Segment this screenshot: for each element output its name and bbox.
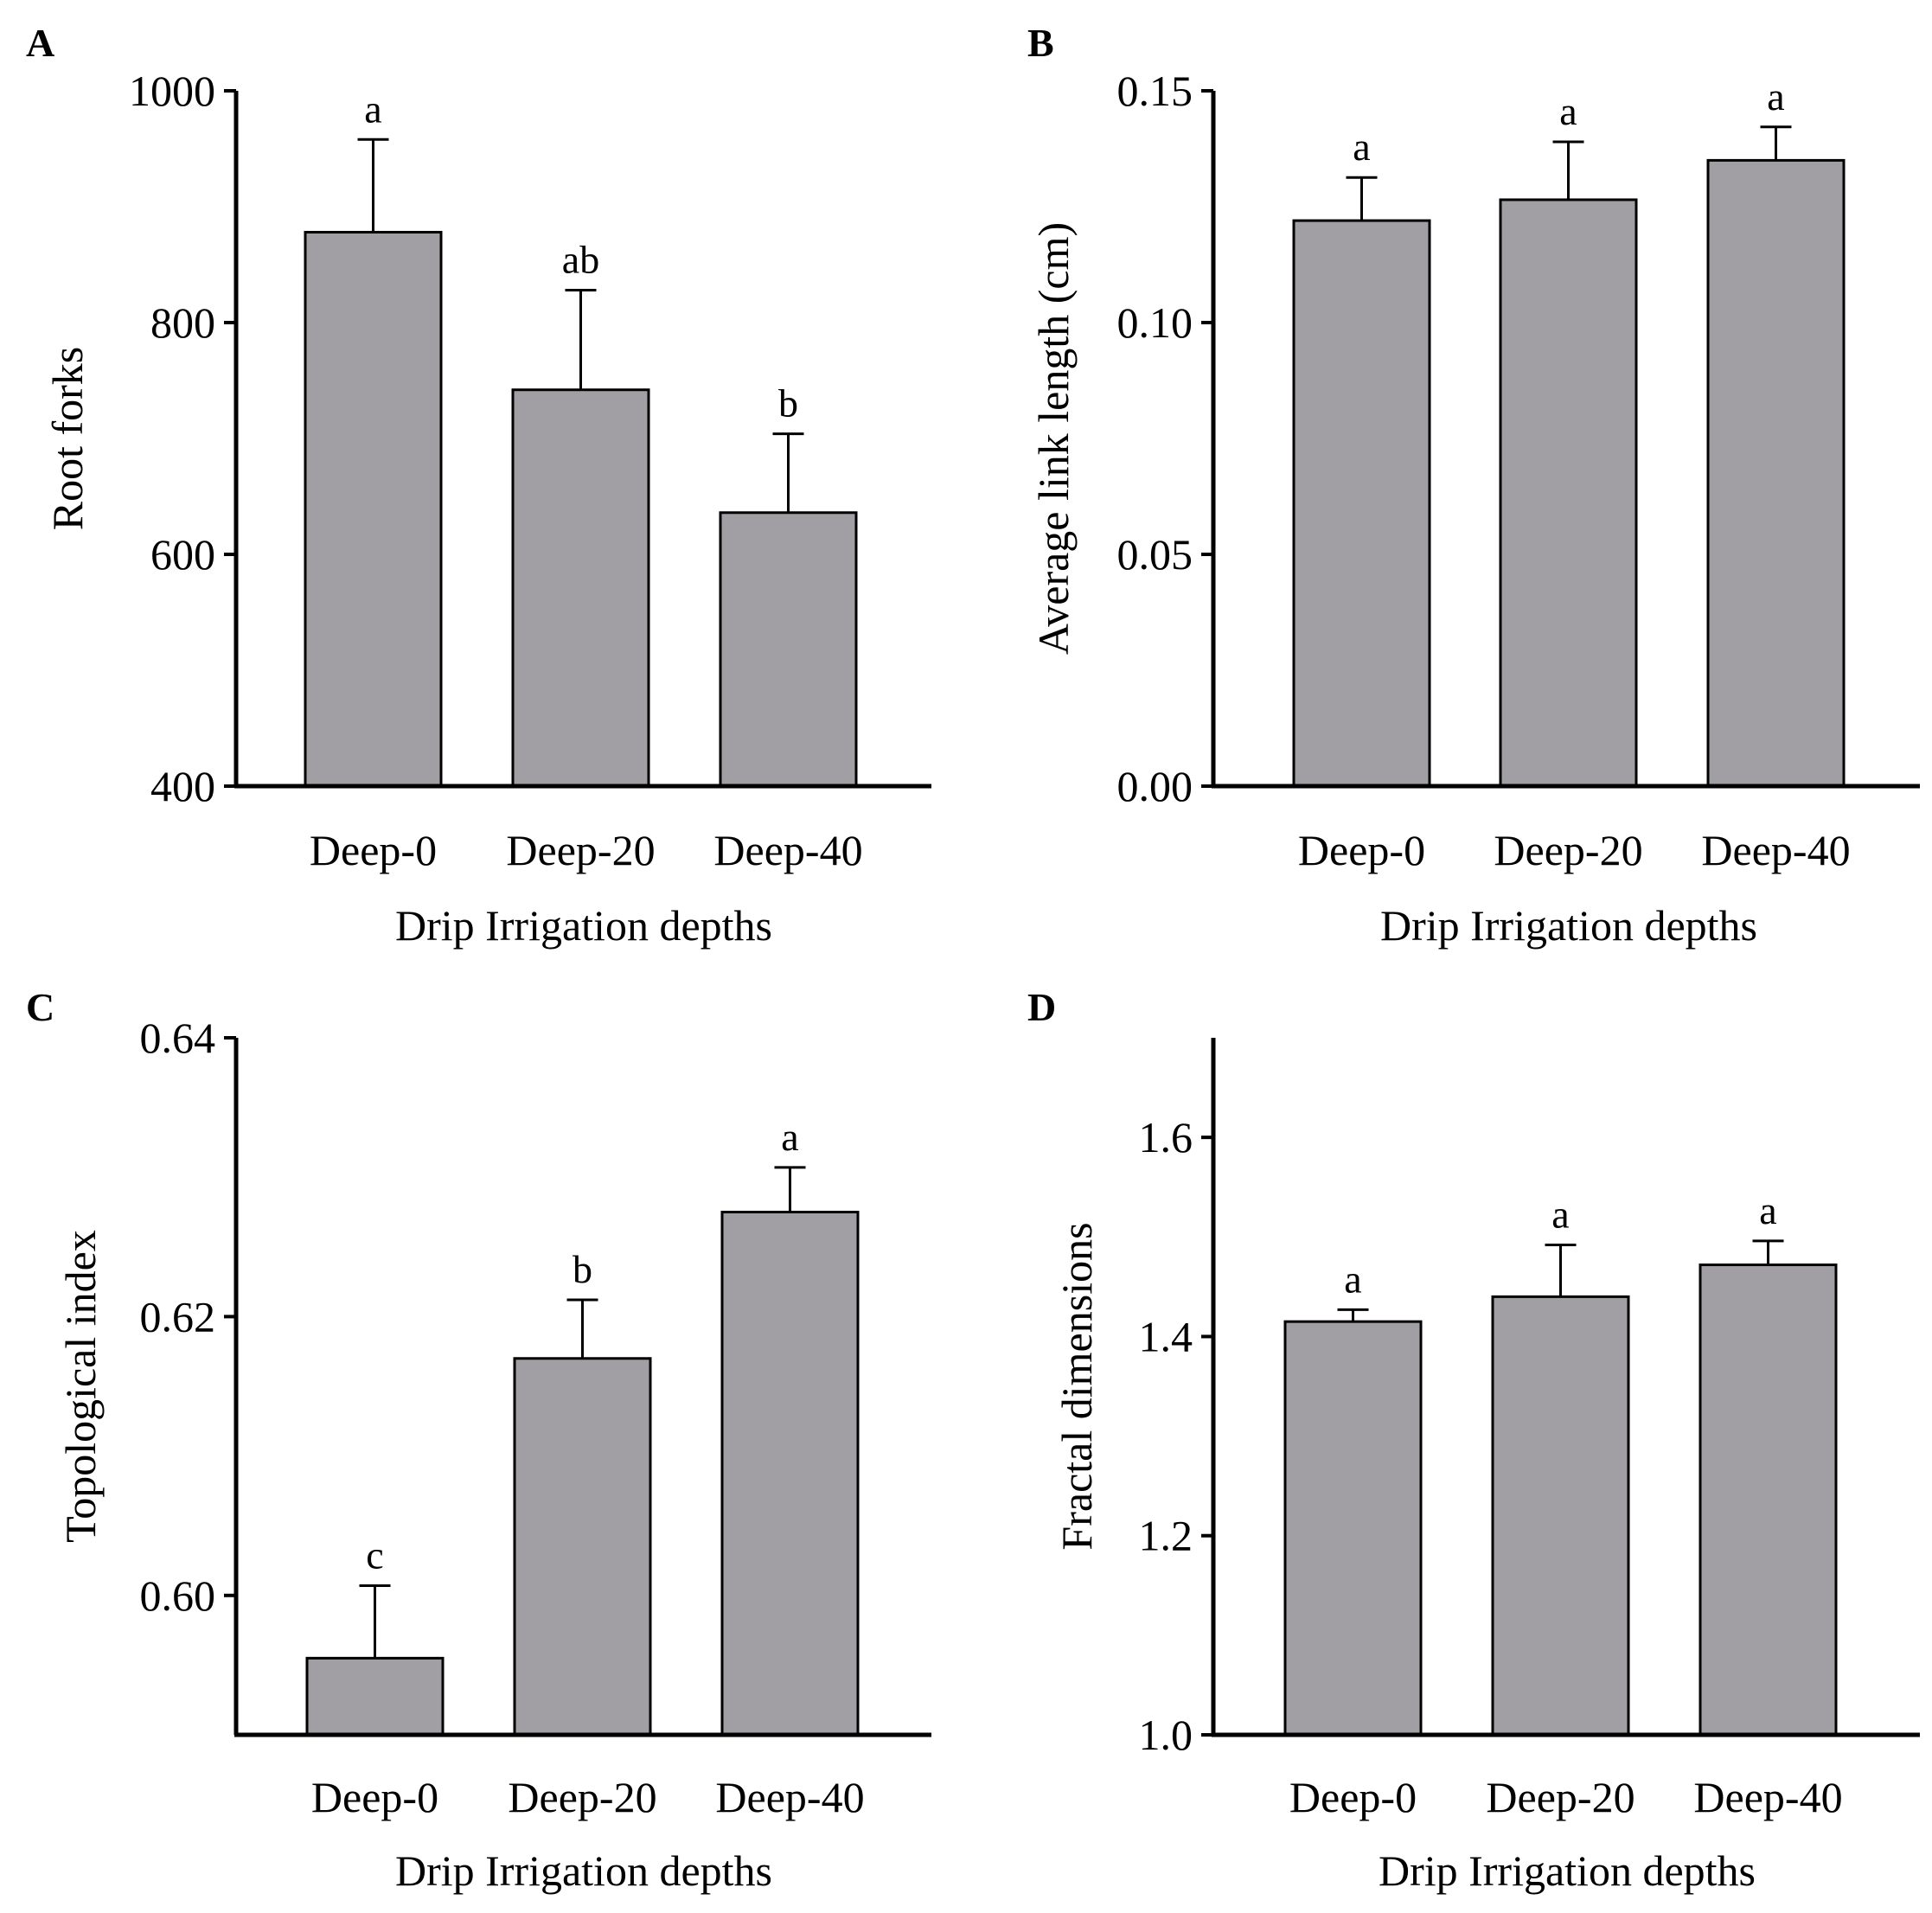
- y-tick-label: 400: [150, 762, 215, 810]
- bar-deep-20: [1491, 1295, 1630, 1737]
- y-tick-label: 1.2: [1139, 1512, 1193, 1560]
- y-axis-title: Average link length (cm): [1029, 222, 1078, 655]
- y-axis-title: Topological index: [56, 1230, 105, 1543]
- y-axis-title: Fractal dimensions: [1052, 1222, 1101, 1550]
- y-tick-label: 1.0: [1139, 1711, 1193, 1759]
- panel-letter: C: [26, 985, 54, 1029]
- x-tick-label: Deep-0: [1298, 826, 1425, 874]
- significance-label: a: [1559, 89, 1577, 133]
- y-tick-label: 0.05: [1117, 530, 1193, 579]
- significance-label: a: [1353, 125, 1370, 169]
- y-tick-label: 800: [150, 298, 215, 347]
- bar-deep-0: [1292, 219, 1431, 788]
- x-tick-label: Deep-20: [508, 1773, 656, 1821]
- x-tick-label: Deep-0: [1289, 1773, 1417, 1821]
- y-tick-label: 1000: [129, 67, 215, 115]
- significance-label: a: [1551, 1192, 1569, 1236]
- x-axis-title: Drip Irrigation depths: [395, 901, 772, 950]
- bar-deep-20: [1499, 198, 1638, 788]
- significance-label: b: [778, 381, 798, 425]
- x-axis-title: Drip Irrigation depths: [395, 1846, 772, 1895]
- bar-deep-40: [1698, 1264, 1838, 1737]
- y-tick-label: 1.6: [1139, 1113, 1193, 1161]
- bar-deep-0: [305, 1656, 445, 1737]
- significance-label: a: [1759, 1188, 1776, 1232]
- panel-a: Aa Deep-0 ab Deep-20 b Deep-40 400 600 800 1000 Ro…: [26, 21, 931, 950]
- panel-c: Cc Deep-0 b Deep-20 a Deep-40 0.60 0.62 0.64 Topo…: [26, 985, 931, 1895]
- significance-label: a: [1344, 1257, 1361, 1301]
- panel-d: Da Deep-0 a Deep-20 a Deep-40 1.0 1.2 1.4 1.6 Frac…: [1027, 985, 1920, 1895]
- y-tick-label: 0.15: [1117, 67, 1193, 115]
- y-tick-label: 0.10: [1117, 298, 1193, 347]
- x-tick-label: Deep-40: [1701, 826, 1850, 874]
- y-tick-label: 600: [150, 530, 215, 579]
- bar-deep-0: [304, 230, 443, 788]
- x-tick-label: Deep-40: [713, 826, 862, 874]
- bar-deep-40: [720, 1211, 860, 1737]
- y-axis-title: Root forks: [43, 347, 92, 531]
- bar-deep-0: [1283, 1320, 1423, 1737]
- significance-label: c: [366, 1533, 383, 1577]
- bar-deep-20: [511, 388, 650, 788]
- x-axis-title: Drip Irrigation depths: [1379, 1846, 1756, 1895]
- y-tick-label: 0.00: [1117, 762, 1193, 810]
- x-axis-title: Drip Irrigation depths: [1380, 901, 1757, 950]
- y-tick-label: 0.60: [140, 1571, 216, 1620]
- significance-label: a: [1767, 74, 1784, 118]
- significance-label: ab: [562, 237, 599, 281]
- x-tick-label: Deep-40: [715, 1773, 864, 1821]
- y-tick-label: 0.62: [140, 1292, 216, 1340]
- bar-deep-20: [513, 1357, 652, 1737]
- x-tick-label: Deep-20: [1494, 826, 1642, 874]
- x-tick-label: Deep-40: [1693, 1773, 1842, 1821]
- panel-letter: A: [26, 21, 54, 65]
- x-tick-label: Deep-0: [311, 1773, 438, 1821]
- y-tick-label: 1.4: [1139, 1312, 1193, 1360]
- significance-label: a: [781, 1115, 798, 1159]
- panel-letter: B: [1027, 21, 1054, 65]
- x-tick-label: Deep-20: [1486, 1773, 1635, 1821]
- x-tick-label: Deep-0: [310, 826, 437, 874]
- y-tick-label: 0.64: [140, 1014, 216, 1062]
- bar-deep-40: [719, 511, 858, 788]
- significance-label: a: [364, 86, 381, 131]
- x-tick-label: Deep-20: [506, 826, 655, 874]
- bar-deep-40: [1706, 158, 1846, 788]
- panel-b: Ba Deep-0 a Deep-20 a Deep-40 0.00 0.05 0.10 0.15…: [1027, 21, 1920, 950]
- significance-label: b: [573, 1247, 592, 1291]
- panel-letter: D: [1027, 985, 1056, 1029]
